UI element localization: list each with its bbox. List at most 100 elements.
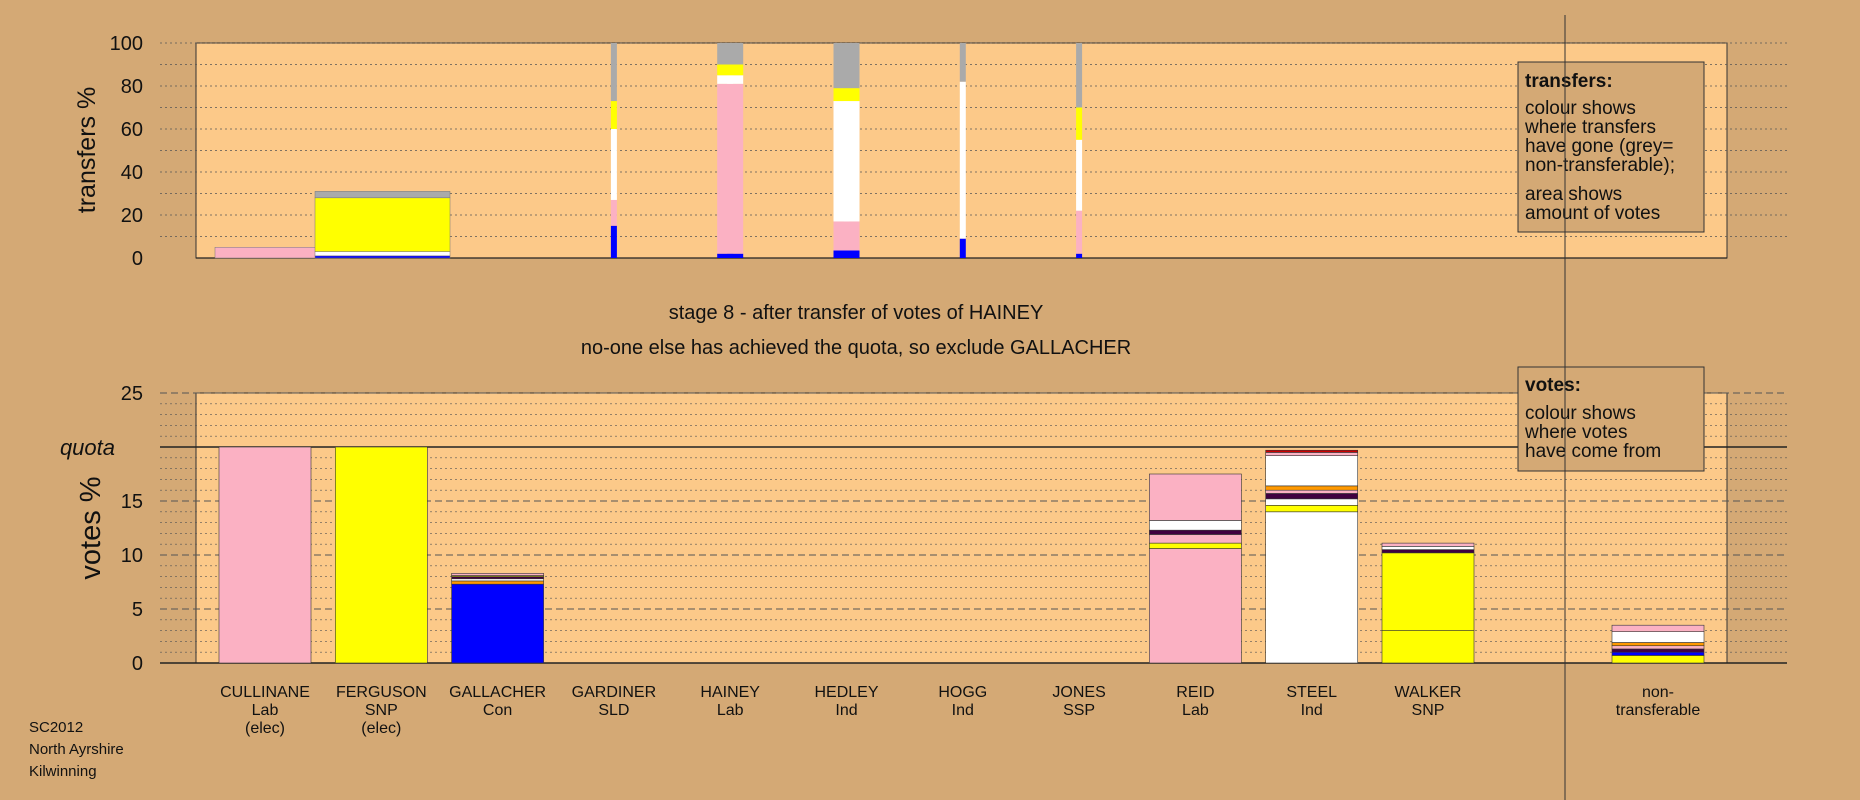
candidate-name: REID bbox=[1176, 684, 1214, 701]
candidate-party: SSP bbox=[1063, 702, 1095, 719]
candidate-status: (elec) bbox=[245, 720, 285, 737]
candidate-name: HEDLEY bbox=[814, 684, 878, 701]
transfers-tick-label: 0 bbox=[132, 248, 143, 270]
transfers-tick-label: 40 bbox=[121, 162, 143, 184]
transfer-segment bbox=[1076, 107, 1083, 140]
vote-segment bbox=[334, 446, 428, 664]
candidate-party: SLD bbox=[598, 702, 629, 719]
candidate-party: SNP bbox=[365, 702, 398, 719]
candidate-party: Lab bbox=[717, 702, 744, 719]
transfer-segment bbox=[959, 43, 966, 82]
transfer-segment bbox=[1076, 210, 1083, 254]
vote-segment bbox=[1611, 651, 1705, 656]
candidate-party: Ind bbox=[835, 702, 857, 719]
votes-tick-label: 15 bbox=[121, 491, 143, 513]
vote-segment bbox=[1381, 630, 1475, 664]
transfer-segment bbox=[833, 221, 860, 251]
candidate-party: Ind bbox=[1301, 702, 1323, 719]
transfer-segment bbox=[833, 101, 860, 222]
vote-segment bbox=[1381, 552, 1475, 631]
transfer-segment bbox=[314, 255, 451, 259]
vote-segment bbox=[1265, 452, 1358, 456]
transfers-tick-label: 20 bbox=[121, 205, 143, 227]
candidate-party: Lab bbox=[252, 702, 279, 719]
transfer-segment bbox=[610, 199, 617, 226]
transfer-segment bbox=[833, 250, 860, 258]
votes-legend-box bbox=[1517, 366, 1705, 472]
transfer-segment bbox=[314, 191, 451, 199]
vote-segment bbox=[1149, 473, 1242, 521]
candidate-name: JONES bbox=[1052, 684, 1105, 701]
votes-axis-label: votes % bbox=[75, 476, 107, 579]
vote-segment bbox=[1611, 655, 1705, 664]
candidate-name: CULLINANE bbox=[220, 684, 310, 701]
vote-segment bbox=[1265, 498, 1358, 506]
transfer-segment bbox=[314, 251, 451, 257]
vote-segment bbox=[1265, 489, 1358, 494]
stage-line-1: stage 8 - after transfer of votes of HAI… bbox=[669, 302, 1044, 324]
transfers-tick-label: 80 bbox=[121, 76, 143, 98]
votes-legend-title: votes: bbox=[1525, 375, 1581, 396]
transfer-segment bbox=[959, 81, 966, 239]
votes-tick-label: 10 bbox=[121, 545, 143, 567]
votes-tick-label: 5 bbox=[132, 599, 143, 621]
vote-segment bbox=[451, 580, 544, 585]
vote-segment bbox=[451, 576, 544, 580]
vote-segment bbox=[1265, 485, 1358, 491]
footer: SC2012 North Ayrshire Kilwinning bbox=[29, 717, 124, 783]
votes-legend-line: have come from bbox=[1525, 441, 1661, 462]
vote-segment bbox=[1611, 642, 1705, 647]
transfer-segment bbox=[314, 197, 451, 252]
transfer-segment bbox=[833, 88, 860, 102]
vote-segment bbox=[218, 446, 312, 664]
transfer-segment bbox=[959, 238, 966, 258]
candidate-party: Lab bbox=[1182, 702, 1209, 719]
vote-segment bbox=[1149, 542, 1242, 549]
candidate-name: WALKER bbox=[1395, 684, 1462, 701]
transfer-segment bbox=[717, 75, 744, 84]
nontransferable-label: transferable bbox=[1616, 702, 1701, 719]
transfer-segment bbox=[610, 101, 617, 129]
vote-segment bbox=[1265, 505, 1358, 513]
candidate-status: (elec) bbox=[361, 720, 401, 737]
transfers-legend-line: non-transferable); bbox=[1525, 155, 1675, 176]
vote-segment bbox=[1611, 645, 1705, 650]
vote-segment bbox=[1265, 511, 1358, 664]
vote-segment bbox=[1149, 529, 1242, 535]
vote-segment bbox=[1611, 648, 1705, 653]
candidate-name: STEEL bbox=[1286, 684, 1337, 701]
candidate-name: HAINEY bbox=[700, 684, 760, 701]
nontransferable-label: non- bbox=[1642, 684, 1674, 701]
transfer-segment bbox=[610, 129, 617, 200]
transfers-legend-line: area shows bbox=[1525, 184, 1622, 205]
candidate-name: GARDINER bbox=[572, 684, 656, 701]
vote-segment bbox=[451, 583, 544, 664]
transfers-tick-label: 60 bbox=[121, 119, 143, 141]
transfers-legend-line: where transfers bbox=[1524, 117, 1656, 138]
candidate-name: GALLACHER bbox=[449, 684, 546, 701]
candidate-party: SNP bbox=[1412, 702, 1445, 719]
transfer-segment bbox=[610, 43, 617, 102]
transfers-legend-box bbox=[1517, 61, 1705, 233]
transfers-axis-label: transfers % bbox=[73, 87, 101, 213]
votes-legend-line: colour shows bbox=[1525, 403, 1636, 424]
transfer-segment bbox=[717, 83, 744, 254]
candidate-name: FERGUSON bbox=[336, 684, 427, 701]
transfer-segment bbox=[610, 225, 617, 258]
transfers-tick-label: 100 bbox=[110, 33, 143, 55]
vote-segment bbox=[1381, 546, 1475, 550]
transfer-segment bbox=[1076, 253, 1083, 258]
vote-segment bbox=[1381, 549, 1475, 554]
footer-council: North Ayrshire bbox=[29, 741, 124, 758]
vote-segment bbox=[1611, 631, 1705, 643]
candidate-party: Con bbox=[483, 702, 512, 719]
vote-segment bbox=[1265, 455, 1358, 487]
quota-label: quota bbox=[60, 435, 115, 460]
candidate-name: HOGG bbox=[938, 684, 987, 701]
votes-tick-label: 0 bbox=[132, 653, 143, 675]
vote-segment bbox=[1149, 548, 1242, 664]
footer-code: SC2012 bbox=[29, 719, 84, 736]
vote-segment bbox=[1265, 493, 1358, 500]
